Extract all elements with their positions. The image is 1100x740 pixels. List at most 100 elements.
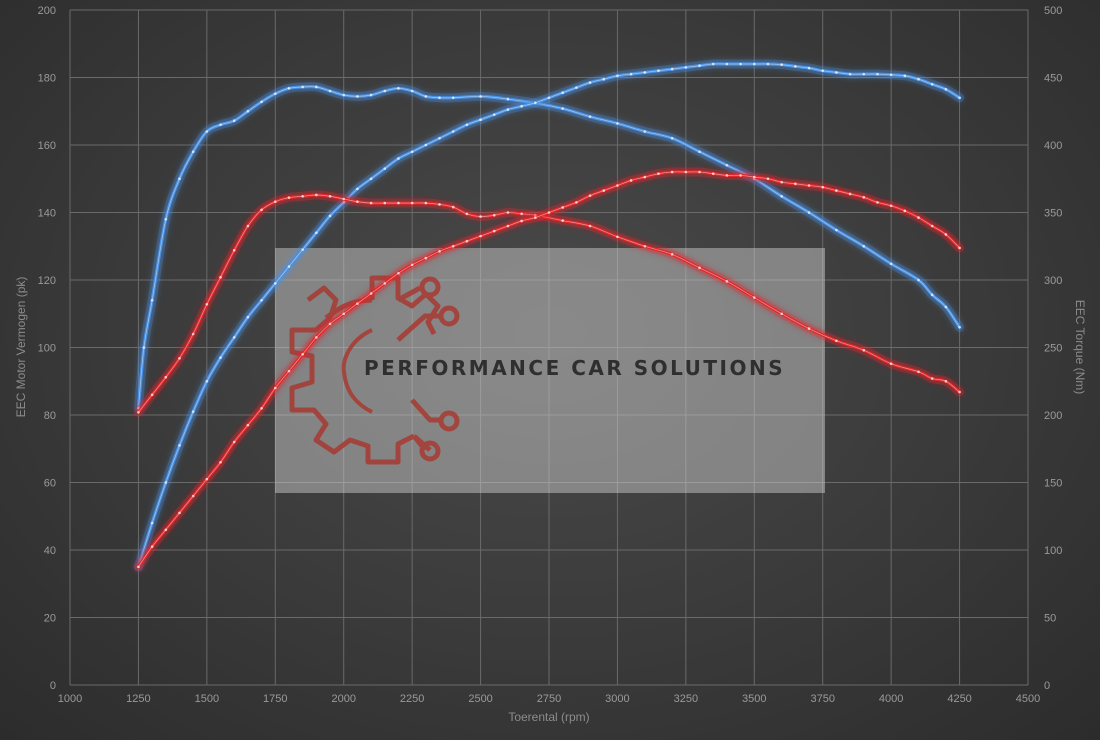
data-point (711, 172, 715, 175)
data-point (383, 201, 387, 205)
data-point (424, 95, 428, 98)
data-point (246, 224, 250, 228)
data-point (205, 130, 209, 133)
data-point (862, 348, 866, 352)
x-tick-label: 1250 (126, 693, 150, 705)
x-tick-label: 1000 (58, 693, 82, 705)
data-point (451, 205, 455, 209)
data-point (534, 216, 537, 219)
data-point (246, 423, 250, 427)
data-point (315, 336, 318, 339)
data-point (520, 219, 523, 223)
data-point (670, 67, 674, 71)
data-point (821, 185, 825, 189)
data-point (506, 211, 510, 214)
data-point (807, 66, 811, 70)
data-point (492, 229, 496, 233)
data-point (917, 370, 920, 374)
x-axis-title: Toerental (rpm) (508, 710, 589, 724)
data-point (479, 95, 482, 98)
data-point (273, 92, 277, 95)
y-tick-label: 100 (38, 343, 56, 355)
data-point (191, 332, 195, 336)
data-point (835, 71, 838, 74)
data-point (862, 196, 866, 199)
data-point (260, 208, 263, 212)
data-point (725, 174, 729, 177)
data-point (479, 118, 482, 121)
data-point (917, 77, 920, 81)
y-tick-label: 180 (38, 73, 56, 85)
data-point (616, 74, 619, 78)
data-point (369, 201, 373, 205)
data-point (465, 239, 469, 243)
data-point (356, 200, 359, 203)
data-point (273, 200, 277, 203)
data-point (232, 336, 236, 339)
series-line-stock-right (133, 190, 965, 417)
data-point (766, 62, 770, 66)
data-point (903, 209, 907, 213)
data-point (410, 263, 414, 267)
data-point (219, 123, 222, 127)
data-point (424, 201, 428, 205)
y-axis-right-ticks: 0 50 100 150 200 250 300 350 400 450 500 (1044, 5, 1062, 692)
data-point (506, 224, 510, 228)
data-point (451, 244, 455, 248)
data-point (766, 177, 770, 181)
data-point (219, 460, 222, 464)
data-point (643, 244, 647, 248)
x-tick-label: 2750 (537, 693, 561, 705)
data-point (232, 249, 236, 252)
gear-circuit-icon (289, 275, 460, 465)
data-point (629, 179, 633, 182)
data-point (684, 66, 688, 69)
data-point (164, 528, 168, 532)
data-point (629, 72, 633, 76)
data-point (616, 235, 619, 239)
data-point (191, 410, 195, 413)
watermark-brand-text: PERFORMANCE CAR SOLUTIONS (364, 356, 785, 380)
data-point (862, 72, 866, 76)
data-point (246, 109, 250, 113)
data-point (670, 136, 674, 140)
data-point (315, 193, 318, 197)
data-point (205, 303, 209, 306)
x-tick-label: 1500 (195, 693, 219, 705)
x-tick-label: 2000 (331, 693, 355, 705)
series-line-stock-left (133, 167, 965, 572)
watermark: PERFORMANCE CAR SOLUTIONS (275, 248, 825, 493)
data-point (643, 71, 647, 74)
data-point (273, 386, 277, 390)
data-point (232, 119, 236, 122)
data-point (342, 197, 346, 201)
x-tick-label: 3250 (674, 693, 698, 705)
data-point (465, 212, 469, 216)
y-tick-label: 20 (44, 613, 56, 625)
data-point (232, 440, 236, 444)
data-point (342, 312, 346, 316)
data-point (794, 65, 797, 68)
data-point (930, 82, 934, 86)
data-point (958, 246, 961, 250)
data-point (588, 81, 592, 84)
data-point (561, 107, 564, 110)
data-point (602, 189, 606, 192)
data-point (575, 201, 578, 204)
data-point (260, 298, 263, 302)
data-point (752, 62, 756, 66)
data-point (889, 262, 893, 266)
y2-tick-label: 200 (1044, 410, 1062, 422)
data-point (670, 253, 674, 256)
data-point (328, 89, 332, 93)
data-point (930, 293, 934, 297)
data-point (657, 172, 660, 175)
data-point (889, 73, 893, 77)
x-tick-label: 1750 (263, 693, 287, 705)
x-tick-label: 3750 (810, 693, 834, 705)
data-point (438, 203, 441, 206)
data-point (547, 211, 551, 214)
data-point (287, 196, 291, 199)
data-point (848, 192, 852, 196)
